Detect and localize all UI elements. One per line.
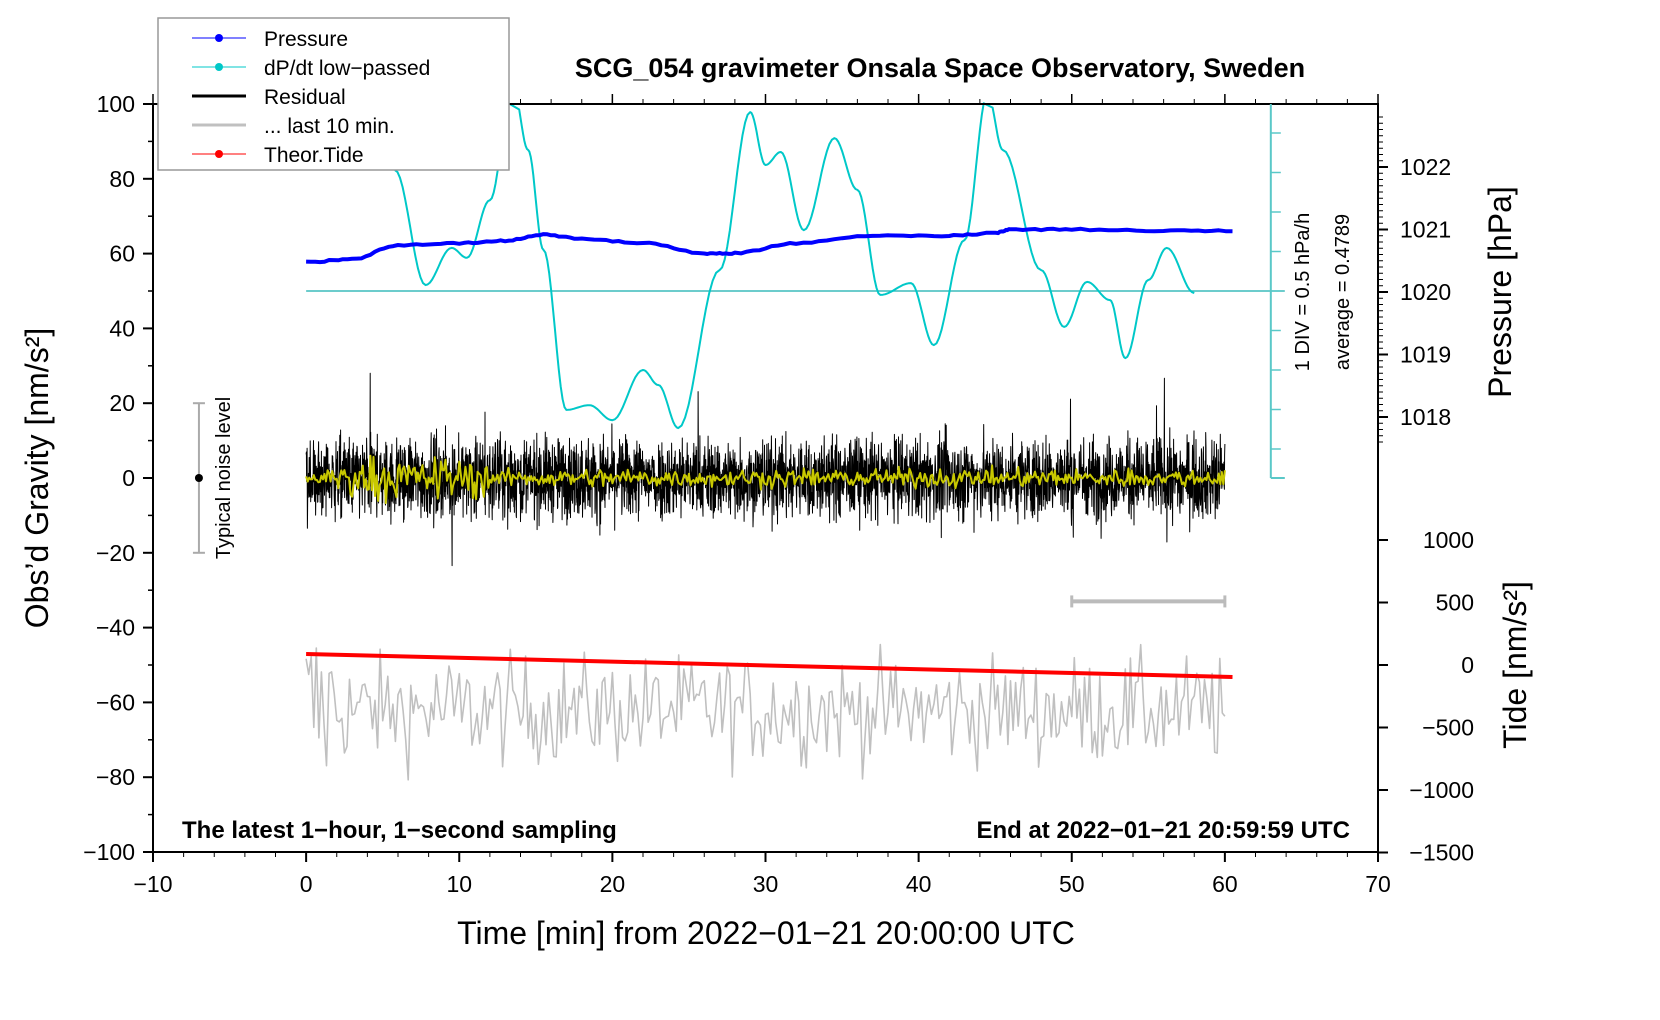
annotation-right: End at 2022−01−21 20:59:59 UTC bbox=[976, 817, 1350, 844]
y-tick-label: −40 bbox=[96, 615, 135, 641]
y-tick-label: −60 bbox=[96, 689, 135, 715]
tide-tick-label: −1500 bbox=[1409, 840, 1474, 866]
pressure-tick-label: 1021 bbox=[1400, 217, 1451, 243]
legend-box bbox=[157, 17, 510, 171]
noise-level-dot bbox=[194, 474, 203, 482]
tide-tick-label: 1000 bbox=[1423, 527, 1474, 553]
axes-layer: −10 0 10 20 30 40 50 60 70−100−80−60−40−20020406… bbox=[83, 91, 1474, 897]
series-layer bbox=[305, 101, 1285, 781]
y-tick-label: −20 bbox=[96, 540, 135, 566]
legend-label: ... last 10 min. bbox=[264, 115, 395, 138]
x-tick-label: 0 bbox=[300, 871, 313, 897]
legend: Pressure dP/dt low−passed Residual ... last… bbox=[157, 17, 510, 171]
residual-smoothed-series-line bbox=[305, 454, 1226, 505]
legend-entries: Pressure dP/dt low−passed Residual ... last… bbox=[192, 28, 430, 167]
x-axis-label: Time [min] from 2022−01−21 20:00:00 UTC bbox=[457, 915, 1075, 951]
annotation-left: The latest 1−hour, 1−second sampling bbox=[182, 817, 617, 844]
legend-label: Theor.Tide bbox=[264, 144, 364, 167]
tide-tick-label: −500 bbox=[1422, 715, 1474, 741]
dpdt-series-line bbox=[394, 101, 1195, 430]
y-tick-label: 0 bbox=[122, 465, 135, 491]
y-tick-label: 100 bbox=[97, 91, 135, 117]
y-tick-label: −80 bbox=[96, 764, 135, 790]
pressure-series-line bbox=[306, 226, 1233, 265]
pressure-tick-label: 1020 bbox=[1400, 279, 1451, 305]
pressure-tick-label: 1019 bbox=[1400, 342, 1451, 368]
legend-marker bbox=[215, 150, 223, 158]
dpdt-average-label: average = 0.4789 bbox=[1332, 214, 1354, 370]
tide-tick-label: −1000 bbox=[1409, 777, 1474, 803]
legend-label: dP/dt low−passed bbox=[264, 57, 430, 80]
x-tick-label: 50 bbox=[1059, 871, 1085, 897]
noise-level-label: Typical noise level bbox=[213, 397, 235, 559]
x-tick-label: 10 bbox=[446, 871, 472, 897]
y-axis-label-tide: Tide [nm/s²] bbox=[1497, 581, 1533, 749]
dpdt-div-label: 1 DIV = 0.5 hPa/h bbox=[1292, 213, 1314, 371]
x-tick-label: 70 bbox=[1365, 871, 1391, 897]
y-tick-label: 80 bbox=[109, 166, 135, 192]
x-tick-label: 60 bbox=[1212, 871, 1238, 897]
y-axis-label-left: Obs’d Gravity [nm/s²] bbox=[19, 328, 55, 629]
pressure-tick-label: 1018 bbox=[1400, 404, 1451, 430]
last10-series-line bbox=[305, 643, 1226, 781]
y-axis-label-pressure: Pressure [hPa] bbox=[1482, 186, 1518, 398]
y-tick-label: −100 bbox=[83, 839, 135, 865]
legend-label: Pressure bbox=[264, 28, 348, 51]
y-tick-label: 40 bbox=[109, 315, 135, 341]
y-tick-label: 60 bbox=[109, 241, 135, 267]
tide-tick-label: 500 bbox=[1436, 590, 1474, 616]
chart-title: SCG_054 gravimeter Onsala Space Observat… bbox=[575, 53, 1305, 83]
x-tick-label: 20 bbox=[600, 871, 626, 897]
x-tick-label: −10 bbox=[133, 871, 172, 897]
x-tick-label: 40 bbox=[906, 871, 932, 897]
legend-marker bbox=[215, 63, 223, 71]
y-tick-label: 20 bbox=[109, 390, 135, 416]
tide-series-line bbox=[306, 652, 1233, 679]
x-tick-label: 30 bbox=[753, 871, 779, 897]
legend-marker bbox=[215, 34, 223, 42]
tide-tick-label: 0 bbox=[1461, 652, 1474, 678]
pressure-tick-label: 1022 bbox=[1400, 154, 1451, 180]
legend-label: Residual bbox=[264, 86, 346, 109]
